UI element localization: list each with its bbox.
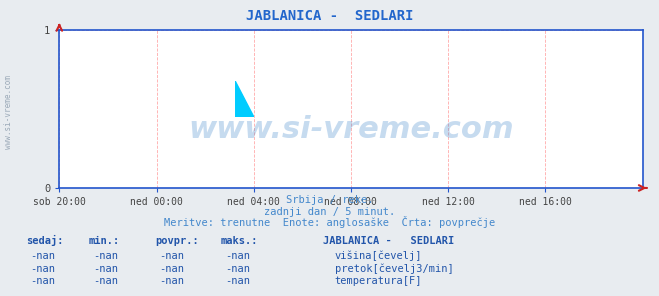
Text: maks.:: maks.: — [221, 236, 258, 246]
Text: www.si-vreme.com: www.si-vreme.com — [188, 115, 514, 144]
Text: -nan: -nan — [225, 251, 250, 261]
Text: -nan: -nan — [93, 251, 118, 261]
Text: -nan: -nan — [93, 276, 118, 286]
Text: -nan: -nan — [30, 251, 55, 261]
Text: JABLANICA -  SEDLARI: JABLANICA - SEDLARI — [246, 9, 413, 23]
Polygon shape — [235, 81, 254, 117]
Text: Meritve: trenutne  Enote: anglosaške  Črta: povprečje: Meritve: trenutne Enote: anglosaške Črta… — [164, 216, 495, 229]
Text: temperatura[F]: temperatura[F] — [335, 276, 422, 286]
Text: JABLANICA -   SEDLARI: JABLANICA - SEDLARI — [323, 236, 454, 246]
Text: -nan: -nan — [159, 264, 184, 274]
Text: -nan: -nan — [225, 264, 250, 274]
Text: zadnji dan / 5 minut.: zadnji dan / 5 minut. — [264, 207, 395, 217]
Text: pretok[čevelj3/min]: pretok[čevelj3/min] — [335, 263, 453, 274]
Text: -nan: -nan — [159, 251, 184, 261]
Text: -nan: -nan — [225, 276, 250, 286]
Text: sedaj:: sedaj: — [26, 235, 64, 246]
Text: -nan: -nan — [30, 276, 55, 286]
Text: Srbija / reke.: Srbija / reke. — [286, 195, 373, 205]
Text: višina[čevelj]: višina[čevelj] — [335, 250, 422, 261]
Text: www.si-vreme.com: www.si-vreme.com — [4, 75, 13, 149]
Text: -nan: -nan — [93, 264, 118, 274]
Text: -nan: -nan — [30, 264, 55, 274]
Text: -nan: -nan — [159, 276, 184, 286]
Text: min.:: min.: — [89, 236, 120, 246]
Text: povpr.:: povpr.: — [155, 236, 198, 246]
